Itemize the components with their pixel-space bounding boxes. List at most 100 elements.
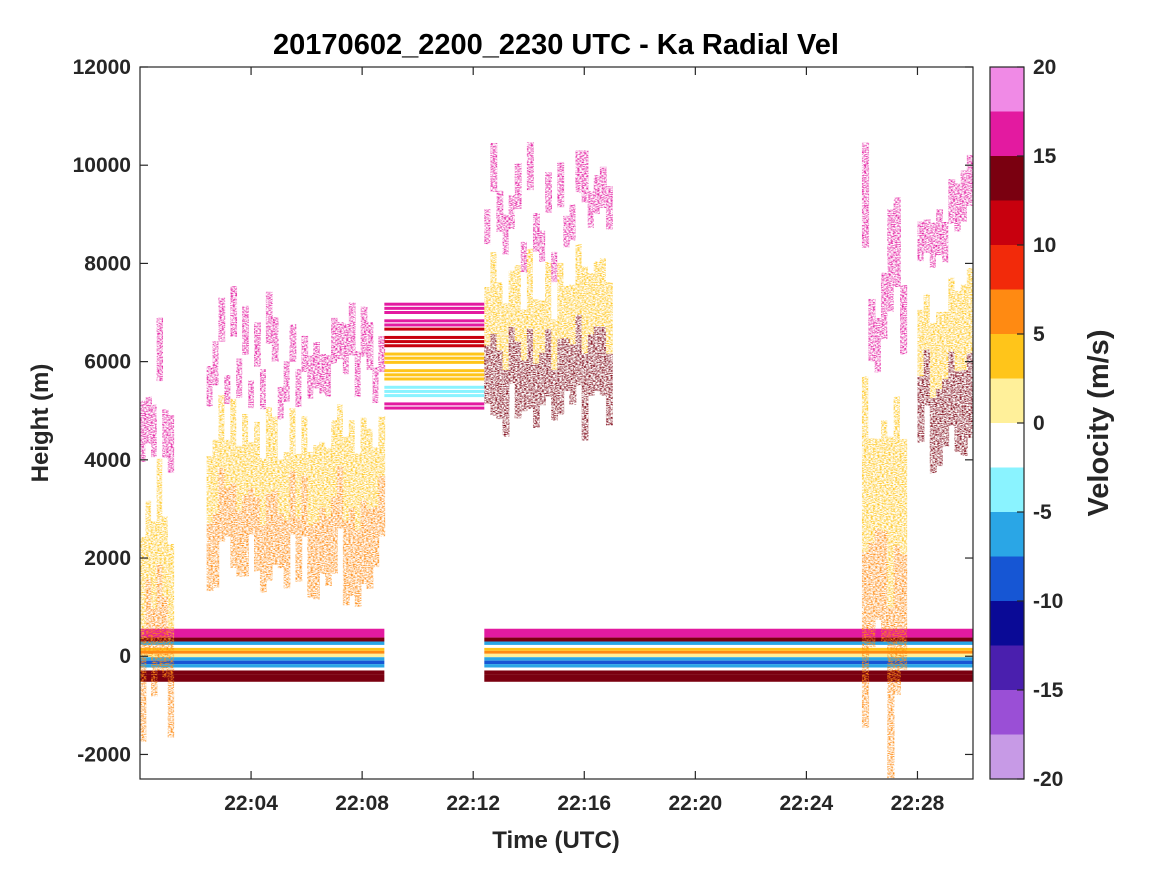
- y-tick-label: 0: [119, 645, 131, 668]
- y-tick-label: -2000: [77, 743, 131, 766]
- echo-cell: [307, 525, 315, 598]
- echo-cell: [593, 214, 601, 262]
- echo-cell: [354, 453, 362, 531]
- precip-column: [206, 286, 386, 607]
- echo-cell: [145, 396, 152, 444]
- surface-layer: [484, 664, 973, 668]
- gap-stripe: [384, 360, 485, 364]
- echo-cell: [224, 488, 232, 537]
- echo-cell: [236, 397, 243, 446]
- echo-cell: [230, 398, 238, 484]
- echo-cell: [242, 414, 249, 496]
- echo-cell: [372, 367, 380, 404]
- x-tick-label: 22:16: [557, 792, 611, 815]
- echo-cell: [900, 438, 908, 555]
- colorbar-segment: [990, 423, 1024, 469]
- echo-cell: [224, 439, 232, 489]
- echo-cell: [162, 516, 169, 598]
- echo-cell: [514, 341, 522, 419]
- surface-layer: [140, 644, 385, 648]
- echo-cell: [942, 379, 950, 447]
- echo-cell: [929, 398, 937, 474]
- gap-stripe: [384, 335, 485, 339]
- echo-cell: [254, 496, 261, 572]
- echo-cell: [331, 317, 338, 364]
- echo-cell: [151, 404, 158, 458]
- echo-cell: [378, 336, 386, 373]
- echo-cell: [236, 358, 243, 398]
- echo-cell: [502, 370, 510, 437]
- echo-cell: [942, 311, 950, 380]
- echo-cell: [563, 247, 571, 286]
- echo-cell: [960, 284, 968, 371]
- echo-cell: [575, 192, 583, 245]
- colorbar-label: Velocity (m/s): [1083, 330, 1115, 517]
- echo-cell: [960, 170, 968, 222]
- echo-cell: [490, 333, 498, 416]
- echo-cell: [508, 270, 516, 328]
- echo-cell: [966, 268, 973, 353]
- echo-cell: [151, 457, 158, 522]
- echo-cell: [331, 496, 338, 574]
- echo-cell: [893, 286, 901, 397]
- echo-cell: [156, 381, 164, 459]
- echo-cell: [372, 447, 380, 508]
- echo-cell: [360, 417, 368, 501]
- echo-cell: [336, 466, 344, 529]
- colorbar-tick-label: -15: [1033, 679, 1064, 702]
- y-tick-label: 8000: [84, 252, 131, 275]
- echo-cell: [496, 282, 504, 351]
- colorbar-segment: [990, 467, 1024, 513]
- echo-cell: [581, 150, 589, 203]
- echo-cell: [923, 253, 931, 294]
- surface-echo-band: [484, 628, 973, 682]
- surface-layer: [140, 653, 385, 658]
- echo-cell: [301, 476, 309, 537]
- echo-cell: [354, 397, 362, 454]
- echo-cell: [378, 372, 386, 417]
- echo-cell: [520, 309, 528, 361]
- echo-cell: [532, 299, 540, 364]
- x-axis: 22:04 22:08 22:12 22:16 22:20 22:24 22:28: [224, 67, 945, 815]
- echo-cell: [917, 221, 925, 262]
- echo-cell: [271, 317, 279, 362]
- echo-cell: [145, 500, 152, 579]
- colorbar-segment: [990, 645, 1024, 691]
- colorbar-segment: [990, 690, 1024, 736]
- echo-cell: [587, 273, 595, 335]
- echo-cell: [587, 228, 595, 274]
- echo-cell: [307, 398, 315, 453]
- echo-cell: [145, 443, 152, 501]
- echo-cell: [593, 261, 601, 327]
- echo-cell: [563, 215, 571, 248]
- echo-cell: [230, 336, 238, 399]
- echo-cell: [301, 371, 309, 417]
- echo-cell: [162, 597, 169, 678]
- echo-cell: [587, 191, 595, 229]
- echo-cell: [283, 361, 291, 403]
- echo-cell: [508, 229, 516, 271]
- echo-cell: [372, 507, 380, 568]
- y-tick-label: 2000: [84, 547, 131, 570]
- colorbar-tick-label: -10: [1033, 590, 1063, 613]
- echo-cell: [935, 389, 943, 467]
- echo-cell: [514, 209, 522, 266]
- echo-cell: [587, 334, 595, 396]
- echo-cell: [532, 213, 540, 252]
- echo-cell: [254, 322, 261, 368]
- surface-layer: [484, 660, 973, 665]
- echo-cell: [484, 209, 492, 245]
- y-tick-label: 12000: [73, 56, 131, 79]
- echo-cell: [557, 338, 565, 415]
- echo-cell: [581, 202, 589, 267]
- gap-stripe: [384, 302, 485, 306]
- colorbar-segment: [990, 601, 1024, 647]
- echo-cell: [331, 363, 338, 421]
- echo-cell: [880, 272, 889, 340]
- gap-stripe: [384, 385, 485, 389]
- echo-cell: [593, 175, 601, 215]
- gap-stripe: [384, 406, 485, 410]
- echo-cell: [887, 209, 895, 312]
- echo-cell: [259, 458, 267, 526]
- cloud-echo: [484, 142, 613, 441]
